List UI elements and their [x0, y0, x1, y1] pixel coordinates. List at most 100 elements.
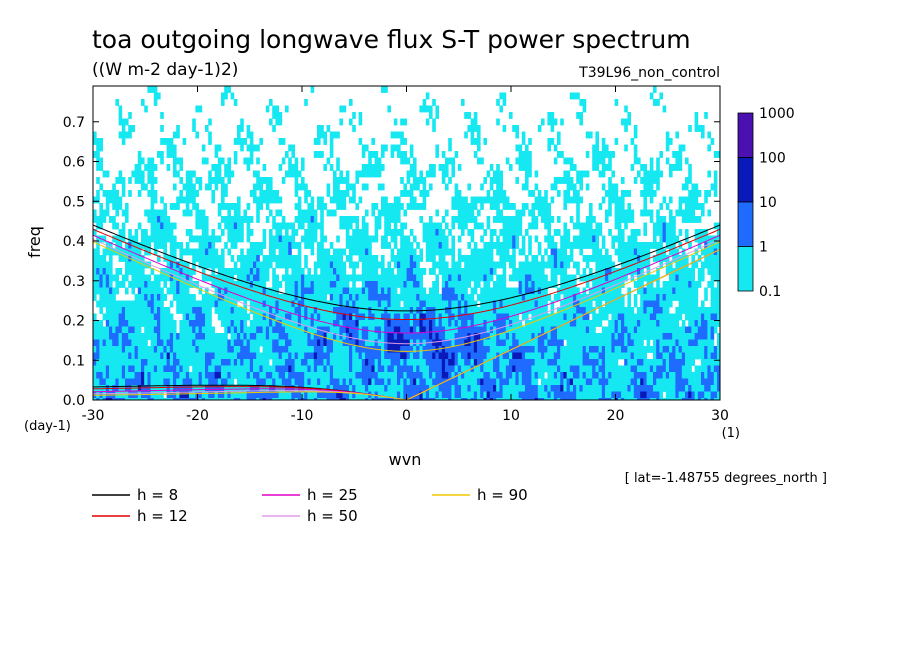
power-cell: [563, 352, 567, 360]
power-cell: [160, 268, 164, 275]
power-cell: [579, 183, 583, 191]
power-cell: [451, 216, 455, 223]
power-cell: [621, 320, 625, 327]
power-cell: [141, 281, 145, 288]
power-cell: [326, 352, 331, 360]
power-cell: [557, 307, 561, 314]
power-cell: [509, 307, 513, 314]
power-cell: [384, 326, 388, 334]
power-cell: [105, 248, 110, 256]
power-cell: [361, 339, 366, 347]
power-cell: [422, 183, 427, 191]
power-cell: [454, 190, 459, 197]
power-cell: [656, 268, 660, 275]
power-cell: [166, 138, 171, 145]
power-cell: [473, 300, 478, 308]
power-cell: [592, 229, 596, 236]
power-cell: [413, 352, 417, 360]
power-cell: [109, 320, 113, 327]
power-cell: [121, 300, 126, 308]
power-cell: [486, 320, 491, 327]
power-cell: [179, 352, 183, 360]
power-cell: [560, 333, 564, 340]
power-cell: [134, 326, 139, 334]
power-cell: [195, 365, 199, 373]
power-cell: [569, 196, 574, 204]
power-cell: [505, 157, 510, 165]
power-cell: [121, 352, 126, 360]
power-cell: [691, 183, 695, 191]
power-cell: [259, 196, 263, 204]
power-cell: [429, 216, 433, 223]
power-cell: [246, 281, 251, 288]
power-cell: [141, 170, 145, 178]
power-cell: [579, 118, 583, 126]
power-cell: [637, 268, 641, 275]
power-cell: [288, 333, 292, 340]
power-cell: [627, 268, 631, 275]
power-cell: [499, 196, 503, 204]
power-cell: [560, 320, 564, 327]
power-cell: [614, 216, 619, 223]
power-cell: [96, 359, 100, 366]
power-cell: [537, 320, 542, 327]
power-cell: [185, 365, 190, 373]
power-cell: [409, 294, 414, 301]
power-cell: [377, 287, 382, 295]
power-cell: [643, 359, 647, 366]
power-cell: [649, 294, 654, 301]
power-cell: [157, 346, 161, 353]
power-cell: [227, 203, 231, 210]
power-cell: [697, 346, 702, 353]
power-cell: [406, 268, 411, 275]
power-cell: [249, 255, 254, 262]
power-cell: [243, 333, 247, 340]
power-cell: [701, 125, 705, 132]
power-cell: [387, 287, 391, 295]
power-cell: [627, 339, 631, 347]
power-cell: [617, 235, 622, 243]
power-cell: [473, 359, 478, 366]
power-cell: [579, 307, 583, 314]
power-cell: [310, 235, 315, 243]
power-cell: [601, 144, 606, 152]
power-cell: [681, 352, 686, 360]
power-cell: [301, 300, 305, 308]
power-cell: [205, 333, 209, 340]
power-cell: [195, 248, 199, 256]
power-cell: [621, 333, 625, 340]
power-cell: [713, 294, 718, 301]
power-cell: [544, 307, 548, 314]
power-cell: [262, 294, 267, 301]
power-cell: [448, 359, 452, 366]
power-cell: [678, 346, 683, 353]
power-cell: [525, 255, 529, 262]
power-cell: [253, 170, 257, 178]
power-cell: [566, 261, 571, 269]
power-cell: [211, 294, 215, 301]
power-cell: [137, 307, 142, 314]
power-cell: [198, 235, 203, 243]
power-cell: [486, 313, 491, 321]
power-cell: [128, 313, 132, 321]
power-cell: [195, 300, 199, 308]
power-cell: [601, 313, 606, 321]
power-cell: [582, 99, 587, 106]
power-cell: [128, 112, 132, 119]
power-cell: [598, 281, 603, 288]
power-cell: [688, 190, 692, 197]
power-cell: [691, 287, 695, 295]
power-cell: [275, 339, 279, 347]
power-cell: [361, 255, 366, 262]
power-cell: [694, 333, 699, 340]
power-cell: [525, 300, 529, 308]
power-cell: [595, 235, 599, 243]
power-cell: [403, 313, 407, 321]
power-cell: [320, 216, 324, 223]
power-cell: [659, 222, 663, 230]
power-cell: [105, 365, 110, 373]
power-cell: [169, 320, 174, 327]
power-cell: [333, 333, 337, 340]
power-cell: [678, 339, 683, 347]
power-cell: [467, 365, 471, 373]
